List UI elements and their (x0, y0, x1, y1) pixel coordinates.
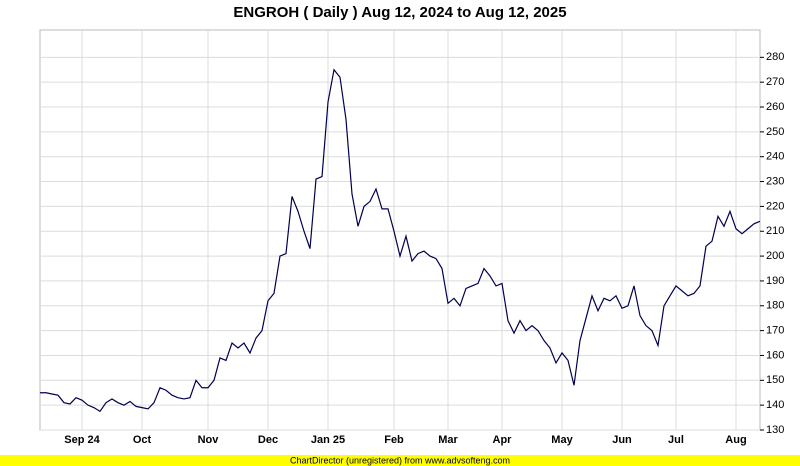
y-tick-label: 240 (766, 151, 784, 163)
x-tick-label: Jul (668, 434, 684, 446)
y-tick-label: 150 (766, 374, 784, 386)
y-tick-label: 230 (766, 175, 784, 187)
y-tick-label: 260 (766, 101, 784, 113)
footer-text: ChartDirector (unregistered) from www.ad… (290, 455, 510, 465)
x-tick-label: Mar (438, 434, 458, 446)
price-line (40, 68, 761, 413)
y-tick-label: 200 (766, 250, 784, 262)
x-tick-label: Oct (133, 434, 152, 446)
plot-area (39, 29, 761, 431)
x-tick-label: Nov (198, 434, 220, 446)
y-tick-label: 170 (766, 325, 784, 337)
y-tick-label: 130 (766, 424, 784, 436)
y-tick-label: 250 (766, 126, 784, 138)
y-tick-label: 220 (766, 200, 784, 212)
x-tick-label: Sep 24 (64, 434, 100, 446)
y-tick-label: 140 (766, 399, 784, 411)
footer-bar (0, 455, 800, 466)
y-tick-label: 210 (766, 225, 784, 237)
y-tick-label: 180 (766, 300, 784, 312)
y-tick-label: 270 (766, 76, 784, 88)
x-tick-label: Jan 25 (311, 434, 345, 446)
x-tick-label: Apr (493, 434, 513, 446)
x-tick-label: Jun (612, 434, 632, 446)
y-tick-label: 160 (766, 349, 784, 361)
y-tick-label: 280 (766, 51, 784, 63)
x-tick-label: Aug (725, 434, 746, 446)
x-tick-label: May (551, 434, 573, 446)
x-tick-label: Feb (384, 434, 404, 446)
y-tick-label: 190 (766, 275, 784, 287)
x-tick-label: Dec (258, 434, 278, 446)
chart-title: ENGROH ( Daily ) Aug 12, 2024 to Aug 12,… (233, 4, 566, 21)
